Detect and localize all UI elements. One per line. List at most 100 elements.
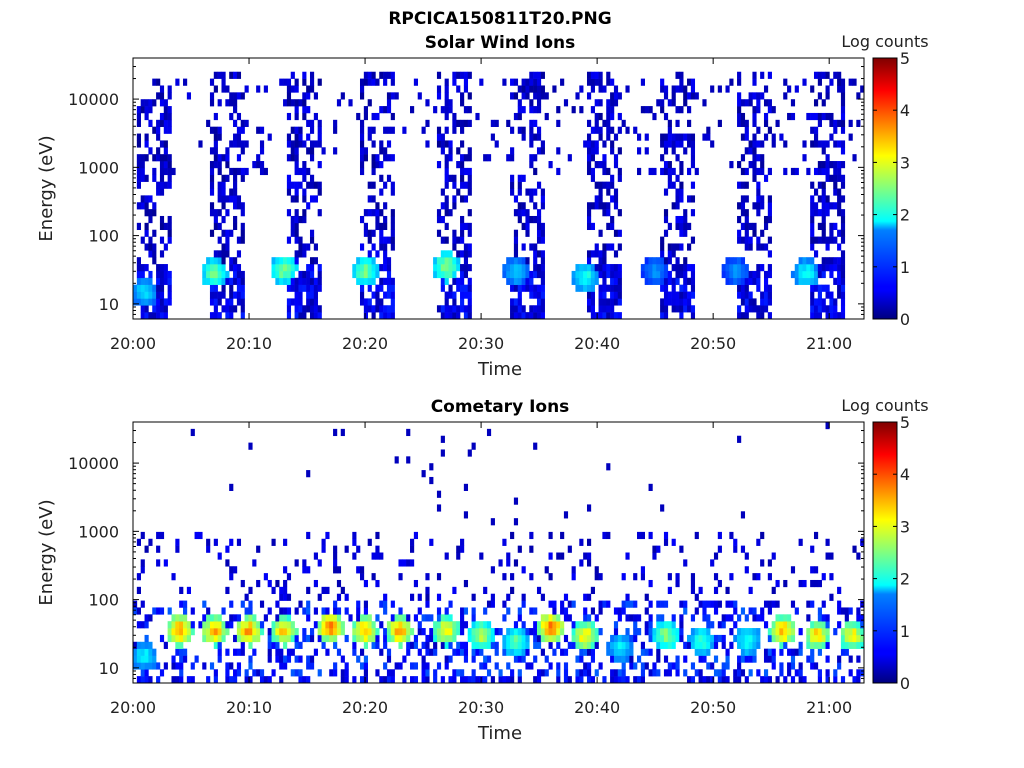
heatmap-cell [433,648,438,656]
heatmap-cell [698,655,703,663]
heatmap-cell [463,167,469,176]
heatmap-cell [767,634,772,643]
heatmap-cell [340,676,345,684]
heatmap-cell [152,243,157,251]
heatmap-cell [383,593,388,601]
heatmap-cell [733,621,738,629]
heatmap-cell [737,641,742,649]
heatmap-cell [613,284,619,292]
heatmap-cell [829,305,834,313]
heatmap-cell [463,312,469,320]
heatmap-cell [159,188,165,196]
heatmap-cell [236,264,242,272]
heatmap-cell [575,284,580,292]
heatmap-cell [533,264,538,272]
heatmap-cell [756,154,761,162]
heatmap-cell [448,312,453,320]
heatmap-cell [140,655,145,663]
heatmap-cell [236,126,242,134]
heatmap-cell [406,614,411,622]
heatmap-cell [221,264,226,272]
heatmap-cell [517,669,522,677]
heatmap-cell [606,600,611,608]
heatmap-cell [390,71,395,79]
heatmap-cell [233,140,238,148]
colorbar-tick-label: 2 [900,570,910,589]
heatmap-cell [660,312,665,320]
heatmap-cell [213,634,218,643]
heatmap-cell [133,291,138,299]
heatmap-cell [733,607,738,615]
heatmap-cell [217,154,222,162]
heatmap-cell [313,298,318,306]
heatmap-cell [617,284,622,292]
heatmap-cell [586,250,592,258]
heatmap-cell [821,270,826,279]
heatmap-cell [309,119,315,127]
heatmap-cell [525,264,530,272]
heatmap-cell [698,586,703,595]
heatmap-cell [606,463,611,471]
heatmap-cell [159,634,165,643]
heatmap-cell [825,305,830,313]
heatmap-cell [183,634,188,643]
heatmap-cell [621,648,626,656]
heatmap-cell [429,538,434,546]
heatmap-cell [171,634,176,643]
heatmap-cell [240,298,245,306]
heatmap-cell [594,634,599,643]
heatmap-cell [156,545,161,553]
heatmap-cell [375,669,380,677]
heatmap-cell [183,648,188,656]
heatmap-cell [436,133,442,141]
heatmap-cell [229,312,234,320]
heatmap-cell [275,634,280,643]
heatmap-cell [209,628,215,636]
heatmap-cell [390,614,395,622]
heatmap-cell [813,140,819,148]
heatmap-cell [317,284,322,292]
heatmap-cell [233,92,238,100]
heatmap-cell [660,243,665,251]
heatmap-cell [548,621,553,629]
heatmap-cell [517,545,522,553]
heatmap-cell [671,85,676,93]
heatmap-cell [833,669,838,677]
heatmap-cell [840,147,846,155]
heatmap-cell [148,284,153,292]
heatmap-cell [463,483,469,491]
heatmap-cell [379,277,384,285]
heatmap-cell [436,126,442,134]
heatmap-cell [710,662,715,670]
heatmap-cell [471,641,476,649]
heatmap-cell [375,215,380,224]
heatmap-cell [810,662,815,670]
heatmap-cell [163,312,168,320]
heatmap-cell [602,270,607,279]
heatmap-cell [294,305,299,313]
heatmap-cell [840,78,846,86]
heatmap-cell [837,78,842,86]
heatmap-cell [748,222,753,231]
heatmap-cell [583,607,588,615]
heatmap-cell [229,291,234,299]
heatmap-cell [810,209,815,217]
heatmap-cell [663,531,669,540]
heatmap-cell [286,628,292,636]
heatmap-cell [479,552,484,560]
heatmap-cell [225,147,230,155]
heatmap-cell [625,641,630,649]
heatmap-cell [810,112,815,121]
heatmap-cell [848,133,853,141]
heatmap-cell [252,161,257,169]
heatmap-cell [571,628,576,636]
heatmap-cell [375,222,380,231]
heatmap-cell [656,270,661,279]
heatmap-cell [590,621,595,629]
heatmap-cell [513,264,519,272]
heatmap-cell [336,614,342,622]
heatmap-cell [637,676,642,684]
heatmap-cell [763,277,769,285]
x-tick-label: 20:00 [110,698,156,717]
heatmap-cell [386,140,392,148]
